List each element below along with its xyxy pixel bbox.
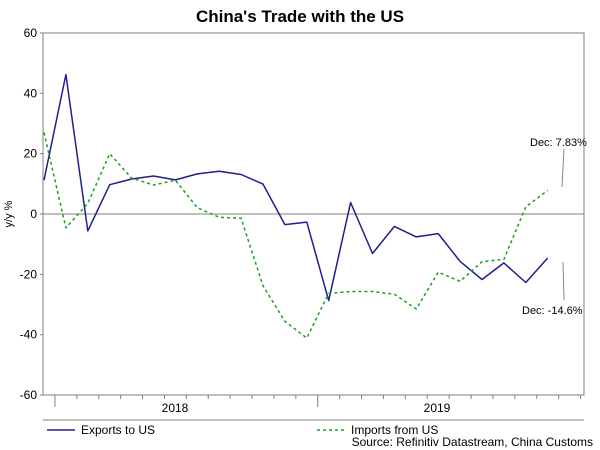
legend-label-imports: Imports from US: [351, 423, 438, 437]
series-layer: [43, 73, 549, 339]
y-tick-label: 0: [30, 207, 37, 221]
annotation-exports: Dec: -14.6%: [522, 305, 583, 317]
y-tick-label: 40: [24, 86, 38, 100]
x-label-2019: 2019: [424, 401, 451, 415]
legend-label-exports: Exports to US: [81, 423, 155, 437]
series-line-exports: [43, 73, 549, 302]
annotation-leader-exports: [562, 261, 565, 301]
series-line-imports: [43, 132, 549, 339]
y-tick-label: -60: [20, 388, 38, 402]
source-note: Source: Refinitiv Datastream, China Cust…: [352, 435, 593, 449]
y-tick-label: -20: [20, 267, 38, 281]
y-axis-ticks: 60 40 20 0 -20 -40 -60: [20, 26, 43, 402]
y-tick-label: 60: [24, 26, 38, 40]
x-axis-ticks: [54, 395, 582, 407]
legend-item-imports: Imports from US: [317, 423, 438, 437]
y-axis-label: y/y %: [3, 200, 15, 227]
x-label-2018: 2018: [162, 401, 189, 415]
y-tick-label: 20: [24, 147, 38, 161]
legend-item-exports: Exports to US: [47, 423, 155, 437]
annotation-imports: Dec: 7.83%: [530, 137, 587, 149]
y-tick-label: -40: [20, 328, 38, 342]
chart-title: China's Trade with the US: [196, 7, 404, 26]
annotation-leader-imports: [561, 148, 565, 188]
